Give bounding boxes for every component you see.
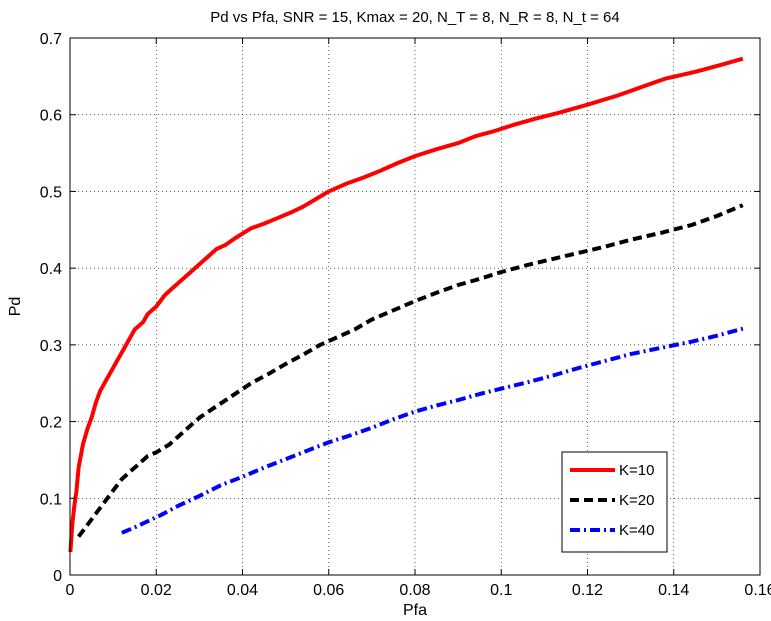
x-tick-label: 0.08 (399, 582, 430, 599)
y-tick-label: 0.4 (40, 261, 62, 278)
x-tick-label: 0.02 (141, 582, 172, 599)
y-tick-label: 0.7 (40, 31, 62, 48)
legend-label: K=40 (619, 522, 654, 539)
series-line-k-40 (121, 326, 744, 535)
chart-title: Pd vs Pfa, SNR = 15, Kmax = 20, N_T = 8,… (210, 9, 620, 26)
x-axis-label: Pfa (403, 602, 427, 619)
y-tick-label: 0.1 (40, 491, 62, 508)
legend-label: K=20 (619, 492, 654, 509)
legend: K=10 K=20 K=40 (561, 451, 668, 553)
y-tick-label: 0 (53, 568, 62, 585)
y-tick-label: 0.5 (40, 184, 62, 201)
x-tick-label: 0.06 (313, 582, 344, 599)
y-tick-label: 0.6 (40, 108, 62, 125)
y-tick-label: 0.3 (40, 338, 62, 355)
series-line-k-10 (68, 56, 744, 553)
axis-ticks: 0 0.02 0.04 0.06 0.08 0.1 0.12 0.14 0.16 0 0.1 0.2 0… (40, 31, 771, 599)
x-tick-label: 0 (66, 582, 75, 599)
series-lines (68, 56, 744, 553)
x-tick-label: 0.1 (490, 582, 512, 599)
y-axis-label: Pd (7, 297, 24, 317)
legend-label: K=10 (619, 462, 654, 479)
y-tick-label: 0.2 (40, 415, 62, 432)
x-tick-label: 0.14 (658, 582, 689, 599)
x-tick-label: 0.04 (227, 582, 258, 599)
x-tick-label: 0.12 (572, 582, 603, 599)
series-line-k-20 (77, 203, 744, 538)
x-tick-label: 0.16 (744, 582, 771, 599)
